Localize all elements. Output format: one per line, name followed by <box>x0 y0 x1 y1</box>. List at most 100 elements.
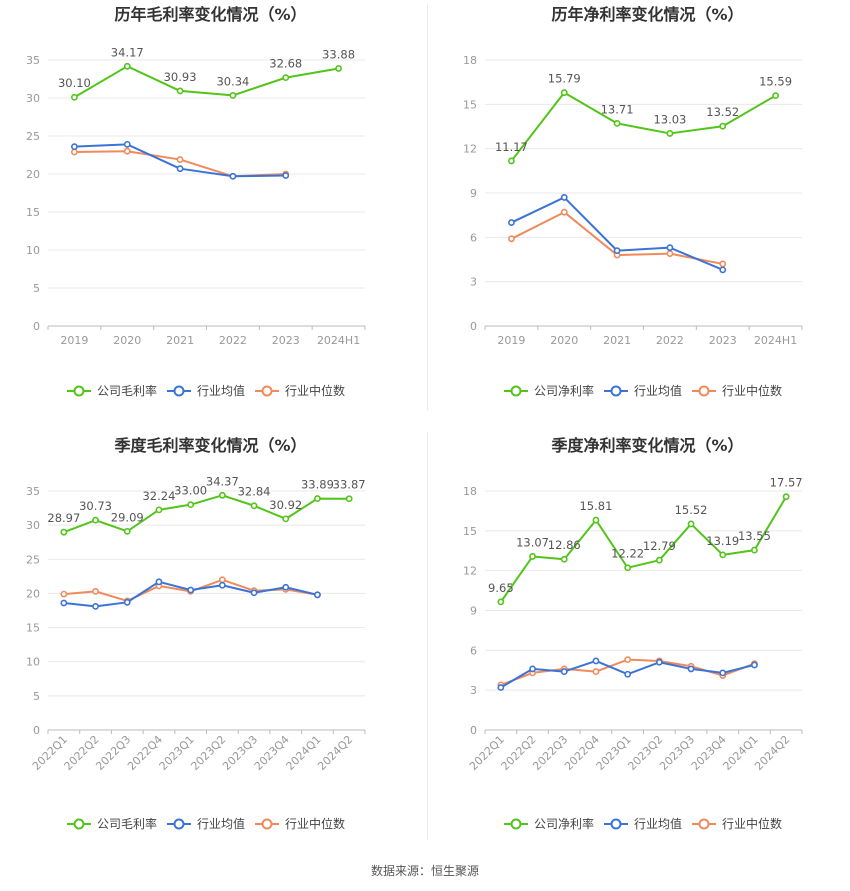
chart-title: 季度净利率变化情况（%） <box>550 436 743 455</box>
data-label: 33.87 <box>333 478 366 492</box>
data-point <box>92 516 99 524</box>
legend-label: 行业均值 <box>197 816 245 831</box>
y-tick-label: 15 <box>463 525 477 538</box>
series-line <box>73 65 339 99</box>
legend-marker <box>510 385 522 397</box>
y-tick-label: 3 <box>470 276 477 289</box>
data-point <box>282 172 290 179</box>
y-tick-label: 30 <box>26 519 40 532</box>
data-point <box>592 668 600 675</box>
legend-item[interactable]: 行业中位数 <box>255 383 345 398</box>
chart-svg: 历年净利率变化情况（%） 0 3 6 9 12 15 18 2019 2020 2021 2022 20… <box>463 5 803 398</box>
legend-marker <box>73 385 85 397</box>
data-point <box>719 260 727 268</box>
data-point <box>497 598 505 606</box>
legend-item[interactable]: 行业均值 <box>167 816 245 831</box>
data-point <box>508 157 515 165</box>
y-tick-label: 3 <box>470 684 477 697</box>
y-tick-label: 12 <box>463 565 477 578</box>
data-label: 13.19 <box>706 534 739 548</box>
data-label: 33.89 <box>301 478 334 492</box>
legend-item[interactable]: 行业中位数 <box>692 383 782 398</box>
data-point <box>314 591 321 599</box>
data-point <box>187 586 195 594</box>
data-point <box>772 92 779 100</box>
y-tick-label: 35 <box>26 485 40 498</box>
legend-item[interactable]: 公司毛利率 <box>67 816 157 831</box>
y-tick-label: 0 <box>33 724 40 737</box>
data-label: 28.97 <box>47 511 80 525</box>
y-tick-label: 25 <box>26 130 40 143</box>
data-point <box>719 551 727 559</box>
data-label: 29.09 <box>111 510 144 524</box>
legend-marker <box>510 818 522 830</box>
legend-item[interactable]: 行业中位数 <box>692 816 782 831</box>
data-point <box>613 119 621 127</box>
x-tick-label: 2019 <box>497 334 525 347</box>
x-tick-label: 2024Q2 <box>315 733 355 773</box>
data-label: 13.55 <box>738 529 771 543</box>
data-label: 9.65 <box>488 581 514 595</box>
legend-label: 行业均值 <box>634 816 682 831</box>
data-point <box>624 564 632 572</box>
legend-marker <box>261 385 273 397</box>
vertical-divider-bottom <box>427 432 428 840</box>
data-point <box>123 62 131 70</box>
data-label: 13.07 <box>516 535 549 549</box>
data-point <box>60 590 68 598</box>
data-label: 34.37 <box>206 474 239 488</box>
data-label: 33.88 <box>322 48 355 62</box>
data-point <box>123 598 131 606</box>
data-point <box>282 515 290 523</box>
legend-marker <box>610 818 622 830</box>
legend-item[interactable]: 公司净利率 <box>504 816 594 831</box>
x-tick-label: 2019 <box>60 334 88 347</box>
data-point <box>655 556 663 564</box>
legend-label: 公司毛利率 <box>97 816 157 831</box>
data-label: 13.52 <box>706 105 739 119</box>
legend-item[interactable]: 公司毛利率 <box>67 383 157 398</box>
data-point <box>60 599 68 607</box>
legend-item[interactable]: 行业均值 <box>167 383 245 398</box>
legend-label: 行业中位数 <box>722 816 782 831</box>
data-point <box>229 172 237 180</box>
legend-marker <box>610 385 622 397</box>
legend-label: 行业中位数 <box>285 816 345 831</box>
data-point <box>666 244 674 252</box>
legend-item[interactable]: 公司净利率 <box>504 383 594 398</box>
chart-annual-gross-margin: 历年毛利率变化情况（%） 0 5 10 15 20 25 30 35 2019 2020 2021 20… <box>0 0 425 420</box>
legend-item[interactable]: 行业均值 <box>604 816 682 831</box>
data-point <box>218 491 226 499</box>
legend-label: 行业均值 <box>197 383 245 398</box>
data-point <box>92 587 99 595</box>
y-tick-label: 15 <box>26 206 40 219</box>
legend-marker <box>698 818 710 830</box>
data-point <box>666 130 674 137</box>
data-point <box>229 92 237 99</box>
data-point <box>508 235 515 243</box>
data-label: 30.93 <box>164 70 197 84</box>
data-point <box>250 502 258 510</box>
y-tick-label: 0 <box>470 320 477 333</box>
data-label: 11.17 <box>495 140 528 154</box>
x-tick-label: 2024H1 <box>317 334 360 347</box>
series-line <box>510 196 724 271</box>
data-point <box>560 89 568 97</box>
y-tick-label: 9 <box>470 605 477 618</box>
data-label: 33.00 <box>174 484 207 498</box>
data-point <box>250 589 258 597</box>
data-label: 12.22 <box>611 547 644 561</box>
chart-title: 季度毛利率变化情况（%） <box>113 436 306 455</box>
data-point <box>71 143 78 151</box>
data-point <box>218 576 226 584</box>
data-point <box>666 250 674 257</box>
legend-label: 公司净利率 <box>534 383 594 398</box>
x-tick-label: 2021 <box>603 334 631 347</box>
legend-item[interactable]: 行业中位数 <box>255 816 345 831</box>
data-label: 32.84 <box>238 485 271 499</box>
data-point <box>655 658 663 666</box>
x-tick-label: 2021 <box>166 334 194 347</box>
legend-item[interactable]: 行业均值 <box>604 383 682 398</box>
data-point <box>687 520 695 528</box>
y-tick-label: 15 <box>26 622 40 635</box>
